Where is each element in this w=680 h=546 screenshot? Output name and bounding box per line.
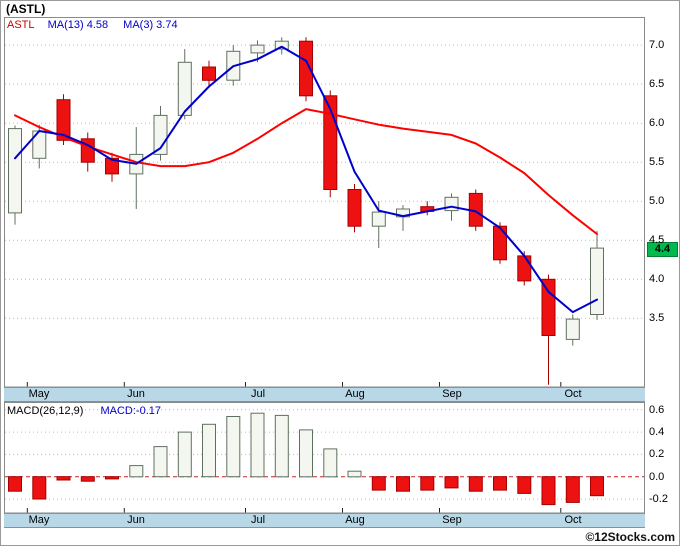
month-label: Jun: [127, 514, 145, 526]
price-axis-label: 4.0: [649, 273, 665, 285]
macd-params-label: MACD(26,12,9): [7, 405, 84, 417]
month-label: Oct: [564, 514, 582, 526]
ma3-legend-label: MA(3) 3.74: [123, 19, 178, 31]
month-label: Aug: [345, 388, 365, 400]
month-axis-macd-panel: May Jun Jul Aug Sep Oct: [4, 513, 645, 528]
macd-axis-label: -0.2: [649, 493, 668, 505]
price-axis-label: 4.5: [649, 234, 665, 246]
ma13-legend-label: MA(13) 4.58: [47, 19, 109, 31]
price-axis-label: 5.5: [649, 156, 665, 168]
macd-axis-label: 0.2: [649, 448, 665, 460]
macd-legend: MACD(26,12,9) MACD:-0.17: [7, 405, 161, 417]
month-label: Jun: [127, 388, 145, 400]
macd-axis-label: 0.6: [649, 404, 665, 416]
month-label: Sep: [442, 388, 462, 400]
price-axis-label: 6.5: [649, 78, 665, 90]
chart-title: (ASTL): [6, 2, 46, 16]
price-axis-label: 6.0: [649, 117, 665, 129]
month-label: Sep: [442, 514, 462, 526]
price-axis-label: 7.0: [649, 39, 665, 51]
month-label: May: [28, 514, 50, 526]
last-price-tag: 4.4: [647, 242, 678, 257]
month-label: Jul: [250, 388, 266, 400]
watermark: ©12Stocks.com: [585, 530, 675, 544]
month-label: May: [28, 388, 50, 400]
month-label: Aug: [345, 514, 365, 526]
month-label: Oct: [564, 388, 582, 400]
macd-axis-label: 0.0: [649, 471, 665, 483]
ticker-symbol: ASTL: [7, 19, 35, 31]
price-axis-label: 3.5: [649, 312, 665, 324]
macd-current-value: MACD:-0.17: [100, 405, 162, 417]
month-axis-price-panel: May Jun Jul Aug Sep Oct: [4, 387, 645, 402]
month-label: Jul: [250, 514, 266, 526]
price-legend: ASTL MA(13) 4.58 MA(3) 3.74: [7, 19, 190, 31]
macd-axis-label: 0.4: [649, 426, 665, 438]
price-axis-label: 5.0: [649, 195, 665, 207]
